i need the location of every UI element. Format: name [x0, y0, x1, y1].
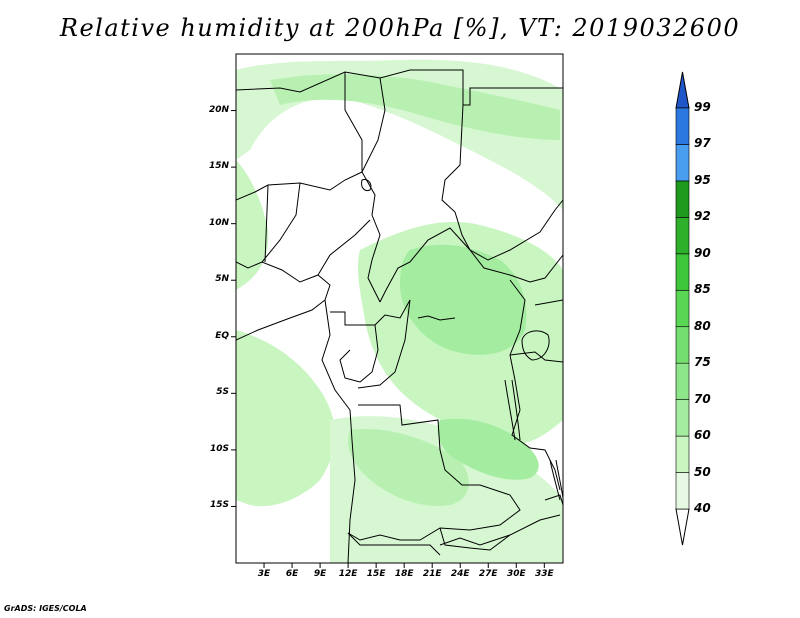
chart-title: Relative humidity at 200hPa [%], VT: 201…: [59, 14, 741, 42]
lake-malawi: [549, 459, 563, 501]
lat-tick-label: 15N: [208, 161, 229, 172]
lon-tick-label: 27E: [478, 569, 498, 579]
colorbar-segment: [675, 399, 690, 437]
lake-tanganyika: [504, 379, 521, 441]
colorbar-level-label: 85: [694, 282, 711, 297]
border-zambia: [439, 514, 561, 551]
colorbar-level-label: 90: [694, 245, 711, 260]
border-libya-chad: [236, 69, 563, 106]
colorbar-high-extension: [675, 71, 690, 109]
axis-ticks: [231, 110, 545, 568]
humidity-region-southwest: [236, 330, 335, 507]
border-sudan-south-sudan: [469, 199, 563, 261]
colorbar-level-label: 92: [694, 209, 711, 224]
colorbar-segment: [675, 472, 690, 510]
lon-tick-label: 30E: [506, 569, 526, 579]
colorbar-segment: [675, 180, 690, 218]
border-car: [379, 227, 563, 303]
colorbar-segment: [675, 326, 690, 364]
colorbar-level-label: 75: [694, 355, 711, 370]
lon-tick-label: 12E: [338, 569, 358, 579]
lon-tick-label: 3E: [257, 569, 271, 579]
credit-text: GrADS: IGES/COLA: [4, 604, 87, 613]
colorbar-level-label: 70: [694, 391, 711, 406]
border-angola: [347, 404, 521, 541]
humidity-region-west: [236, 160, 269, 290]
humidity-region-north-band: [270, 74, 560, 140]
lake-victoria: [521, 330, 550, 361]
colorbar-segment: [675, 144, 690, 182]
colorbar-segment: [675, 253, 690, 291]
lat-tick-label: 5N: [215, 274, 229, 285]
colorbar-low-extension: [675, 508, 690, 546]
lon-tick-label: 18E: [394, 569, 414, 579]
border-drc-east: [509, 279, 561, 491]
border-chad-sudan: [361, 77, 471, 251]
coastline-southwest: [321, 299, 356, 563]
river-ubangi: [417, 315, 456, 321]
border-niger-chad: [344, 72, 381, 303]
colorbar-segment: [675, 217, 690, 255]
humidity-field: [236, 59, 563, 563]
humidity-region-south-core: [348, 429, 469, 506]
country-borders: [236, 69, 563, 563]
lat-tick-label: 10S: [209, 443, 229, 454]
colorbar-level-label: 95: [694, 172, 711, 187]
lon-tick-label: 9E: [313, 569, 327, 579]
lat-tick-label: 15S: [209, 500, 229, 511]
lat-tick-label: 10N: [208, 217, 229, 228]
border-nigeria: [236, 171, 371, 276]
colorbar: [675, 71, 690, 546]
lon-tick-label: 24E: [450, 569, 470, 579]
lat-tick-label: EQ: [215, 330, 229, 341]
border-southern: [347, 494, 563, 556]
colorbar-segment: [675, 362, 690, 400]
colorbar-level-label: 60: [694, 428, 711, 443]
lon-tick-label: 15E: [366, 569, 386, 579]
humidity-region-east-core: [437, 418, 539, 480]
colorbar-level-label: 99: [694, 100, 711, 114]
lake-chad: [361, 179, 372, 191]
colorbar-segment: [675, 107, 690, 145]
border-tanzania: [509, 299, 563, 363]
lat-tick-label: 20N: [208, 104, 229, 115]
colorbar-level-label: 50: [694, 464, 711, 479]
lon-tick-label: 6E: [285, 569, 299, 579]
colorbar-level-label: 97: [694, 136, 711, 151]
lon-tick-label: 33E: [534, 569, 554, 579]
colorbar-level-label: 80: [694, 318, 711, 333]
colorbar-segment: [675, 289, 690, 328]
colorbar-segment: [675, 435, 690, 473]
border-congo-drc: [339, 299, 411, 389]
lon-tick-label: 21E: [422, 569, 442, 579]
humidity-region-central-core: [400, 244, 527, 355]
colorbar-level-label: 40: [694, 501, 711, 515]
lat-tick-label: 5S: [216, 387, 229, 398]
coastline: [236, 261, 331, 341]
map-frame: [235, 53, 564, 564]
